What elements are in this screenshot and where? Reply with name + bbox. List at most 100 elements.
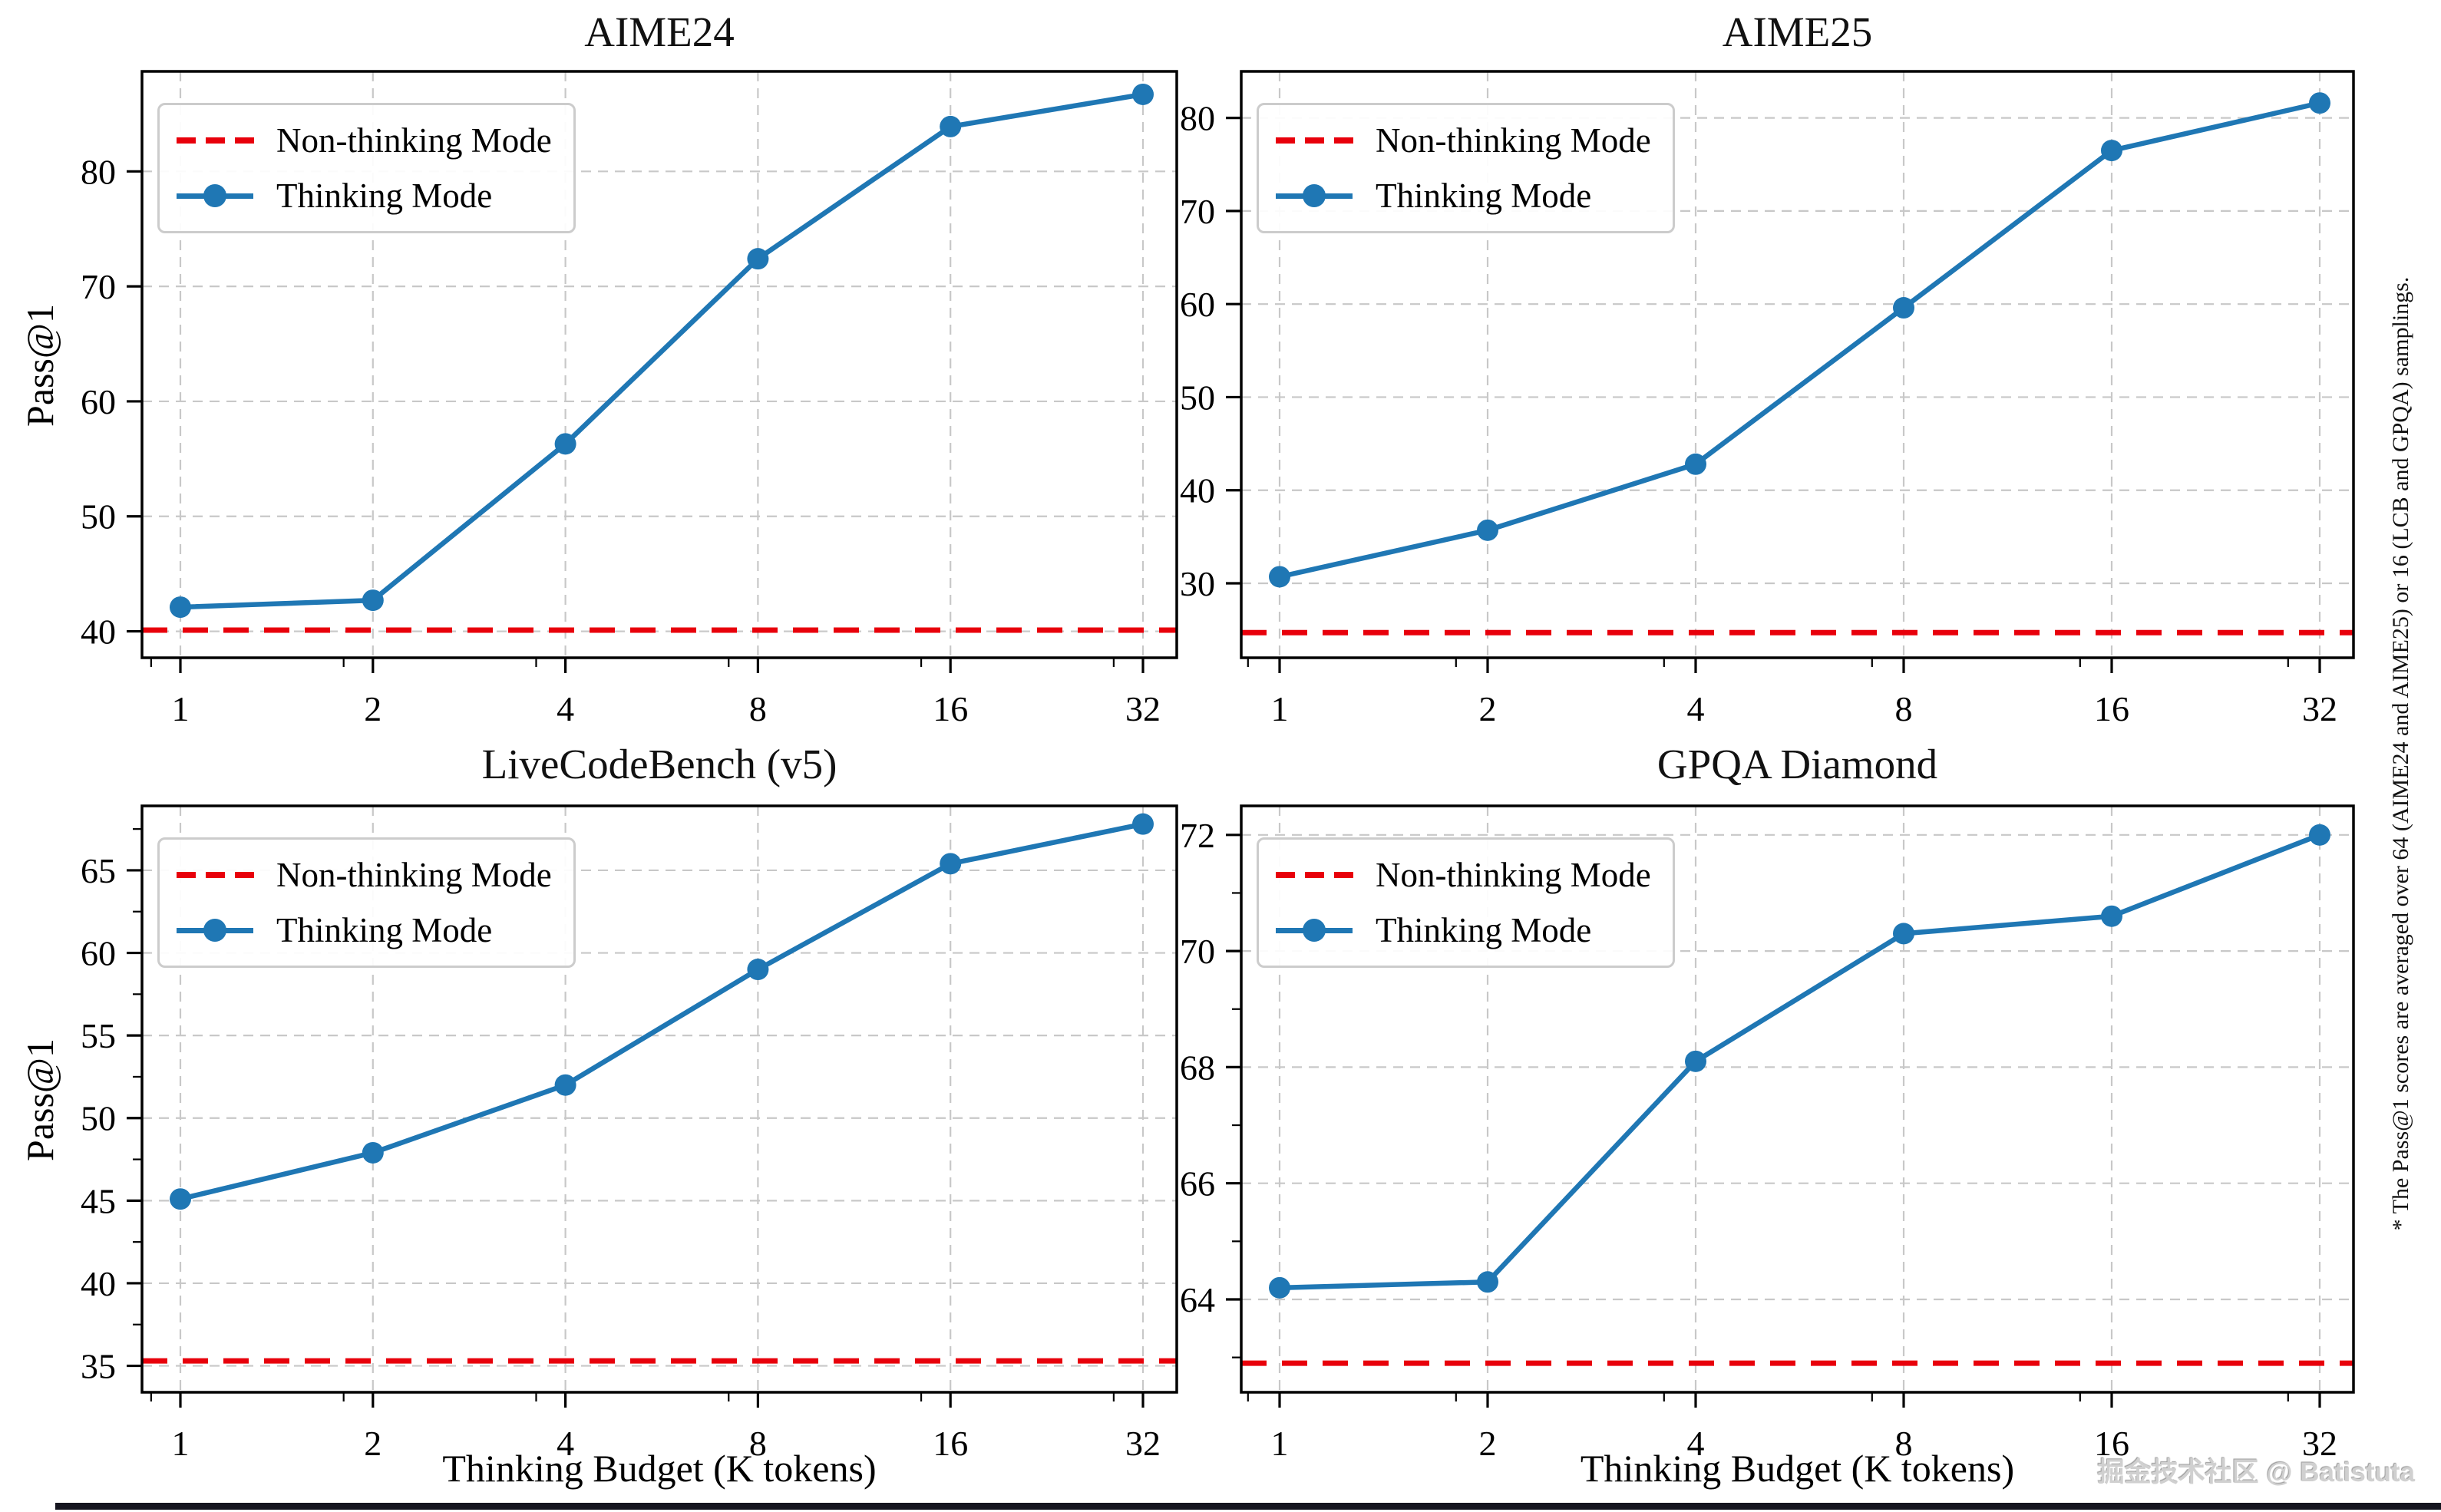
tick-label: 1 — [172, 689, 190, 728]
tick-label: 50 — [81, 497, 116, 536]
tick-label: 1 — [1271, 1424, 1289, 1463]
tick-label: 8 — [749, 1424, 767, 1463]
tick-label: 1 — [1271, 689, 1289, 728]
data-point — [554, 433, 576, 455]
data-point — [940, 115, 962, 137]
legend-entry-non-thinking: Non-thinking Mode — [1276, 853, 1651, 896]
legend-entry-thinking: Thinking Mode — [177, 909, 552, 952]
thinking-line — [1279, 832, 2321, 1291]
legend-label: Non-thinking Mode — [1376, 856, 1651, 894]
tick-label: 50 — [81, 1099, 116, 1138]
dashed-line-icon — [1276, 863, 1353, 887]
data-point — [1132, 813, 1154, 835]
legend-label: Non-thinking Mode — [1376, 121, 1651, 160]
tick-label: 40 — [1180, 471, 1215, 510]
data-point — [362, 589, 384, 612]
tick-label: 8 — [749, 689, 767, 728]
footnote-sampling-caption: * The Pass@1 scores are averaged over 64… — [2388, 276, 2413, 1231]
gpqa-plot-svg: 64 66 68 70 72 1 2 4 8 16 32 — [1180, 804, 2355, 1463]
data-point — [170, 1188, 191, 1210]
data-point — [1893, 297, 1914, 319]
tick-label: 1 — [172, 1424, 190, 1463]
legend-entry-non-thinking: Non-thinking Mode — [1276, 119, 1651, 162]
tick-label: 80 — [1180, 99, 1215, 138]
tick-label: 16 — [2094, 689, 2129, 728]
plot-border — [140, 804, 1178, 1394]
legend-entry-non-thinking: Non-thinking Mode — [177, 119, 552, 162]
tick-label: 55 — [81, 1016, 116, 1055]
tick-label: 35 — [81, 1347, 116, 1386]
tick-label: 32 — [1125, 1424, 1161, 1463]
legend-entry-non-thinking: Non-thinking Mode — [177, 853, 552, 896]
tick-label: 16 — [2094, 1424, 2129, 1463]
legend: Non-thinking Mode Thinking Mode — [1257, 103, 1675, 233]
line-marker-icon — [1276, 183, 1353, 208]
livecodebench-plot-svg: 35 40 45 50 55 60 65 1 2 4 8 16 32 — [81, 804, 1178, 1463]
thinking-line — [180, 821, 1144, 1202]
x-axis-label-left: Thinking Budget (K tokens) — [442, 1447, 877, 1490]
tick-label: 4 — [557, 1424, 574, 1463]
data-point — [1477, 519, 1498, 541]
legend-label: Thinking Mode — [1376, 911, 1592, 949]
legend-label: Thinking Mode — [276, 911, 493, 949]
thinking-line — [180, 91, 1144, 610]
tick-label: 16 — [933, 1424, 968, 1463]
legend: Non-thinking Mode Thinking Mode — [157, 837, 576, 968]
y-axis-label-bottom: Pass@1 — [18, 1038, 61, 1161]
tick-label: 60 — [81, 934, 116, 973]
tick-label: 40 — [81, 1264, 116, 1303]
tick-label: 68 — [1180, 1048, 1215, 1087]
legend: Non-thinking Mode Thinking Mode — [1257, 837, 1675, 968]
data-point — [170, 596, 191, 619]
chart-title-livecodebench: LiveCodeBench (v5) — [481, 741, 837, 787]
data-point — [747, 248, 769, 270]
watermark: 掘金技术社区 @ Batistuta — [2097, 1458, 2415, 1487]
tick-label: 70 — [81, 267, 116, 306]
legend-label: Thinking Mode — [276, 177, 493, 215]
tick-label: 65 — [81, 851, 116, 890]
tick-label: 45 — [81, 1181, 116, 1220]
data-point — [1132, 83, 1154, 105]
tick-label: 30 — [1180, 564, 1215, 603]
tick-label: 32 — [2302, 689, 2337, 728]
bottom-divider-bar — [55, 1503, 2441, 1510]
y-axis-label-top: Pass@1 — [18, 304, 61, 427]
data-point — [2309, 92, 2330, 114]
tick-label: 60 — [81, 382, 116, 421]
tick-label: 70 — [1180, 932, 1215, 971]
tick-label: 4 — [1687, 689, 1705, 728]
legend-entry-thinking: Thinking Mode — [177, 174, 552, 217]
line-marker-icon — [177, 183, 253, 208]
tick-label: 60 — [1180, 285, 1215, 324]
data-point — [2309, 824, 2330, 846]
tick-label: 8 — [1895, 1424, 1913, 1463]
thinking-line — [1279, 101, 2320, 579]
tick-label: 72 — [1180, 816, 1215, 855]
data-point — [362, 1141, 384, 1164]
data-point — [2101, 905, 2122, 927]
line-marker-icon — [177, 918, 253, 943]
data-point — [2101, 140, 2122, 162]
line-marker-icon — [1276, 918, 1353, 943]
tick-label: 32 — [1125, 689, 1161, 728]
legend-entry-thinking: Thinking Mode — [1276, 909, 1651, 952]
tick-label: 70 — [1180, 192, 1215, 231]
aime24-plot-svg: 40 50 60 70 80 1 2 4 8 16 32 — [81, 70, 1178, 728]
data-point — [1893, 923, 1914, 945]
tick-label: 16 — [933, 689, 968, 728]
plot-border — [140, 70, 1178, 659]
tick-label: 50 — [1180, 378, 1215, 417]
data-point — [1269, 566, 1290, 588]
tick-label: 32 — [2302, 1424, 2337, 1463]
x-axis-label-right: Thinking Budget (K tokens) — [1580, 1447, 2015, 1490]
chart-title-aime25: AIME25 — [1722, 8, 1873, 55]
data-point — [747, 959, 769, 981]
tick-label: 66 — [1180, 1164, 1215, 1203]
plot-border — [1240, 804, 2355, 1394]
chart-title-aime24: AIME24 — [584, 8, 735, 55]
tick-label: 2 — [1479, 1424, 1497, 1463]
data-point — [554, 1074, 576, 1096]
plot-border — [1240, 70, 2355, 659]
dashed-line-icon — [177, 128, 254, 153]
tick-label: 4 — [1687, 1424, 1705, 1463]
